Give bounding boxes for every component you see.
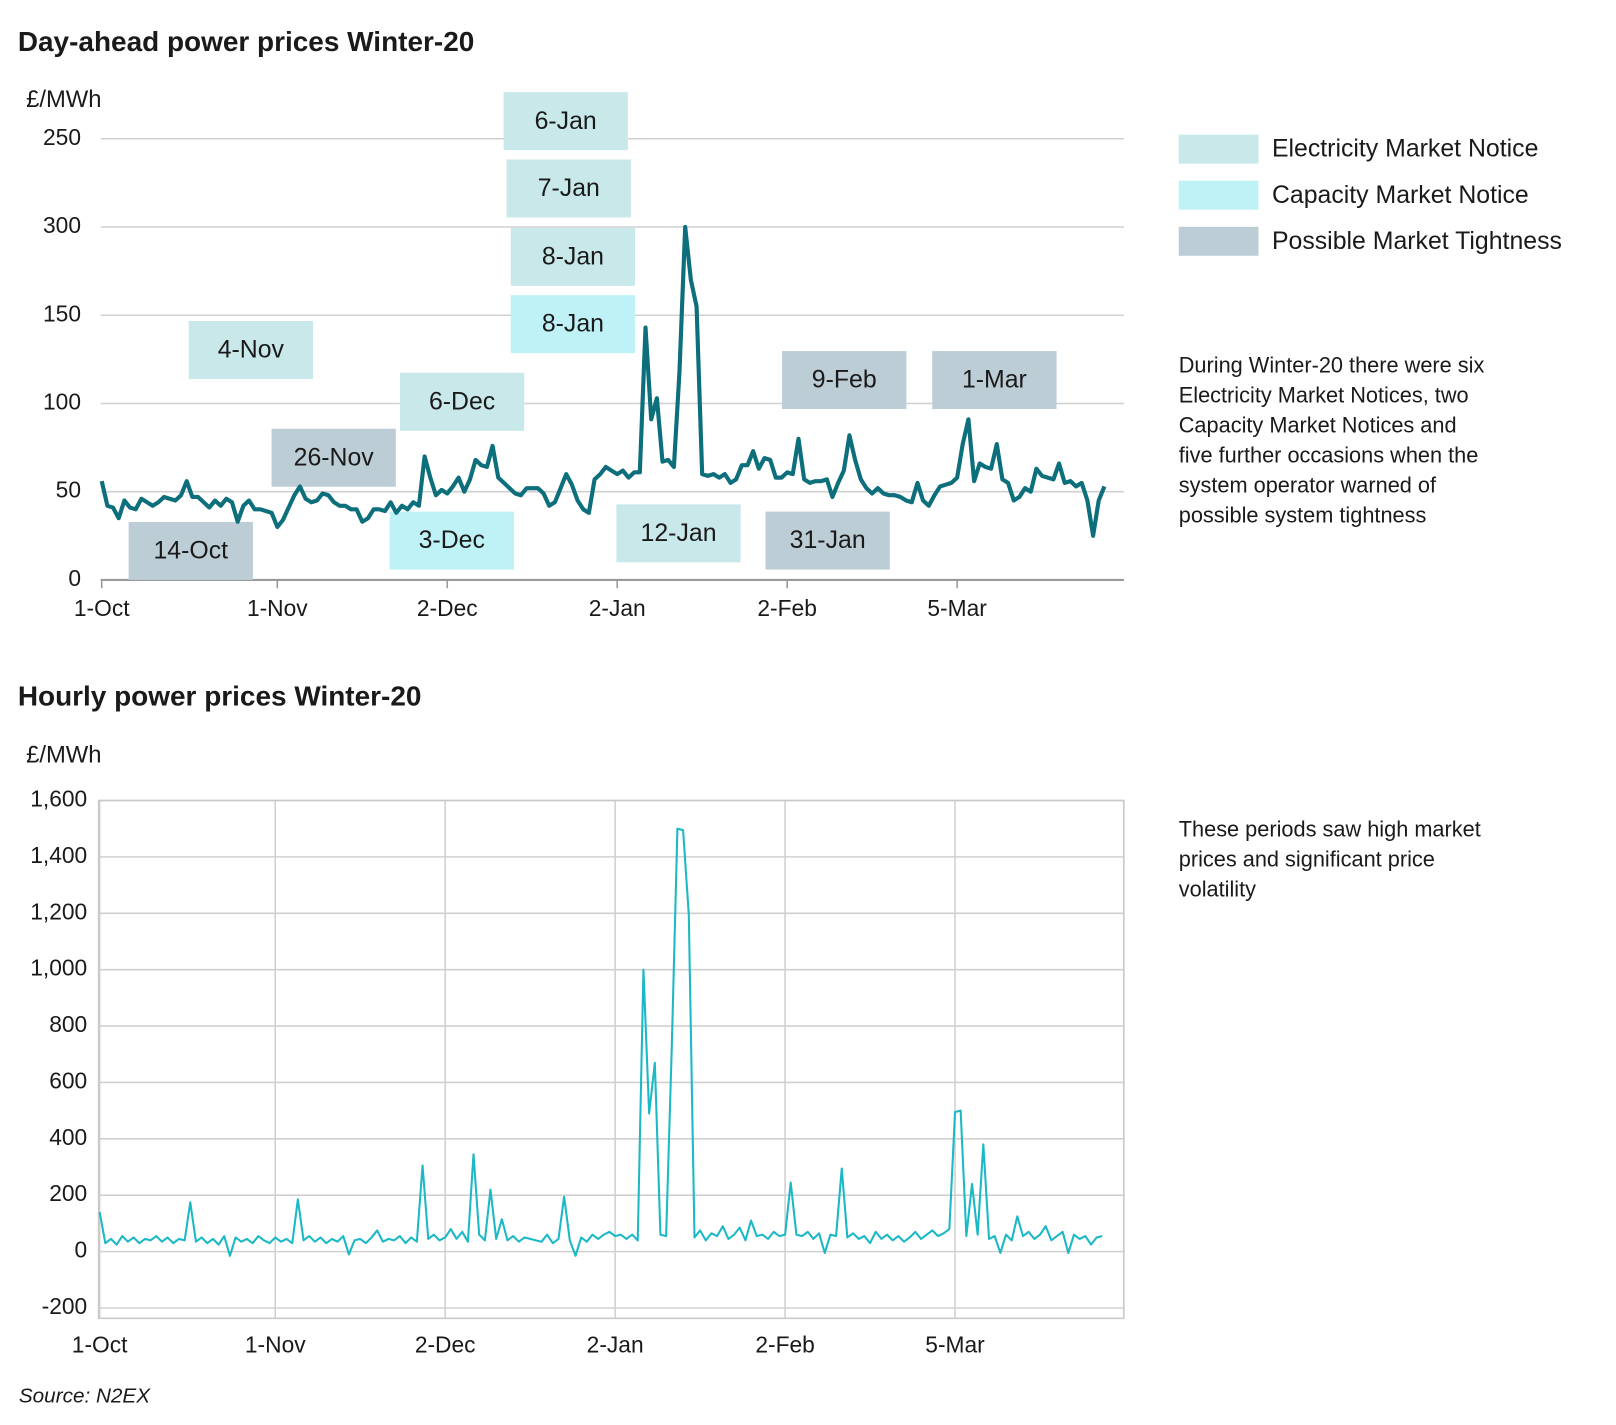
- annotation-label: 7-Jan: [538, 175, 600, 202]
- y-tick-label: 50: [56, 477, 81, 503]
- y-axis-unit: £/MWh: [26, 86, 101, 113]
- x-tick-label: 2-Dec: [415, 1331, 476, 1357]
- annotation-label: 8-Jan: [542, 243, 604, 270]
- x-tick-label: 1-Oct: [74, 595, 130, 621]
- note-line: Electricity Market Notices, two: [1179, 382, 1469, 407]
- plot-frame: [97, 799, 1125, 1320]
- y-tick-label: 600: [49, 1067, 87, 1093]
- annotation-label: 3-Dec: [419, 527, 485, 554]
- note-line: possible system tightness: [1179, 503, 1427, 528]
- x-tick-label: 1-Nov: [245, 1331, 306, 1357]
- annotation-label: 1-Mar: [962, 367, 1027, 394]
- y-tick-label: -200: [42, 1293, 88, 1319]
- y-axis-unit: £/MWh: [26, 741, 101, 768]
- y-tick-label: 0: [75, 1237, 88, 1263]
- annotation-box: [510, 295, 636, 354]
- annotation-box: [932, 351, 1057, 410]
- annotation-label: 4-Nov: [218, 337, 285, 364]
- annotation-box: [128, 521, 253, 580]
- y-tick-label: 800: [49, 1011, 87, 1037]
- price-line: [98, 827, 1103, 1257]
- x-tick-label: 2-Jan: [589, 595, 646, 621]
- source: Source: N2EX: [19, 1385, 151, 1408]
- y-tick-label: 250: [43, 124, 81, 150]
- annotation-box: [188, 321, 313, 380]
- y-tick-label: 300: [43, 212, 81, 238]
- note-line: system operator warned of: [1179, 472, 1437, 497]
- note-line: prices and significant price: [1179, 846, 1435, 871]
- annotation-box: [616, 504, 741, 563]
- legend-swatch: [1178, 180, 1259, 210]
- annotation-label: 9-Feb: [812, 367, 877, 394]
- legend-label: Electricity Market Notice: [1272, 136, 1538, 163]
- y-tick-label: 1,200: [30, 898, 87, 924]
- note-line: Capacity Market Notices and: [1179, 412, 1457, 437]
- chart-title: Day-ahead power prices Winter-20: [18, 26, 474, 57]
- annotation-label: 6-Dec: [429, 388, 495, 415]
- annotation-box: [510, 227, 636, 286]
- y-tick-label: 150: [43, 300, 81, 326]
- note-line: During Winter-20 there were six: [1179, 352, 1485, 377]
- annotation-box: [782, 351, 907, 410]
- note-line: volatility: [1179, 876, 1256, 901]
- y-tick-label: 0: [68, 565, 81, 591]
- x-tick-label: 5-Mar: [925, 1331, 985, 1357]
- annotation-label: 31-Jan: [790, 527, 866, 554]
- note-line: These periods saw high market: [1179, 816, 1481, 841]
- annotation-label: 26-Nov: [294, 444, 375, 471]
- annotation-label: 12-Jan: [641, 520, 717, 547]
- annotation-label: 6-Jan: [535, 108, 597, 135]
- annotation-box: [765, 511, 890, 570]
- legend-swatch: [1178, 226, 1259, 256]
- annotation-box: [389, 511, 514, 570]
- legend-label: Capacity Market Notice: [1272, 182, 1529, 209]
- y-tick-label: 1,000: [30, 955, 87, 981]
- x-tick-label: 1-Nov: [247, 595, 308, 621]
- x-tick-label: 5-Mar: [927, 595, 987, 621]
- x-tick-label: 2-Jan: [587, 1331, 644, 1357]
- legend-swatch: [1178, 134, 1259, 164]
- legend-label: Possible Market Tightness: [1272, 228, 1562, 255]
- y-tick-label: 1,400: [30, 842, 87, 868]
- y-tick-label: 100: [43, 388, 81, 414]
- annotation-box: [399, 372, 525, 431]
- annotation-box: [503, 92, 628, 151]
- price-line: [99, 224, 1107, 538]
- y-tick-label: 1,600: [30, 786, 87, 812]
- y-tick-label: 400: [49, 1124, 87, 1150]
- chart-title: Hourly power prices Winter-20: [18, 680, 422, 711]
- x-tick-label: 2-Feb: [757, 595, 816, 621]
- x-tick-label: 2-Feb: [755, 1331, 814, 1357]
- annotation-label: 14-Oct: [153, 538, 228, 565]
- y-tick-label: 200: [49, 1180, 87, 1206]
- annotation-label: 8-Jan: [542, 311, 604, 338]
- x-tick-label: 2-Dec: [417, 595, 478, 621]
- note-line: five further occasions when the: [1179, 442, 1479, 467]
- x-tick-label: 1-Oct: [72, 1331, 128, 1357]
- annotation-box: [271, 428, 396, 487]
- annotation-box: [506, 159, 631, 218]
